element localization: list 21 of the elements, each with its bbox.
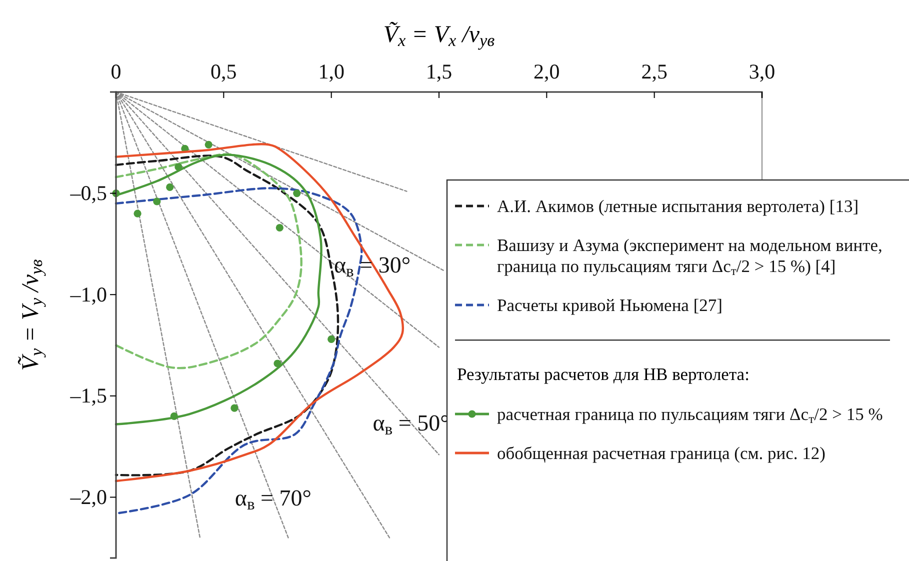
legend-label: расчетная граница по пульсациям тяги Δc$_{т}$/2 > 15 % <box>497 404 883 426</box>
annotation: α$_{в}$ = 70° <box>234 485 312 514</box>
x-tick-label: 1,5 <box>426 60 452 84</box>
legend-label: обобщенная расчетная граница (см. рис. 12) <box>497 443 826 463</box>
y-tick-label: –2,0 <box>69 484 107 509</box>
x-tick-label: 2,5 <box>641 60 668 84</box>
x-tick-label: 1,0 <box>318 60 344 84</box>
legend-title: Результаты расчетов для НВ вертолета: <box>457 364 750 384</box>
legend-label: А.И. Акимов (летные испытания вертолета) [13] <box>497 196 859 216</box>
y-tick-label: –1,5 <box>69 384 107 408</box>
annotation: α$_{в}$ = 50° <box>372 410 450 439</box>
legend-label: Вашизу и Азума (эксперимент на модельном винте, граница по пульсациям тяги Δc$_{т}$/2 > 15 %) [4] <box>497 235 882 278</box>
y-tick-label: –0,5 <box>69 181 107 206</box>
x-tick-label: 0 <box>110 60 122 84</box>
legend-label: Расчеты кривой Ньюмена [27] <box>497 295 722 315</box>
x-tick-label: 3,0 <box>748 60 776 84</box>
y-tick-label: –1,0 <box>69 282 107 306</box>
x-tick-label: 2,0 <box>534 60 560 84</box>
annotation: α$_{в}$ = 30° <box>334 252 411 281</box>
x-tick-label: 0,5 <box>210 60 237 84</box>
x-axis-title: Ṽ$_{x}$ = V$_{x}$ /v$_{yв}$ <box>383 21 496 50</box>
